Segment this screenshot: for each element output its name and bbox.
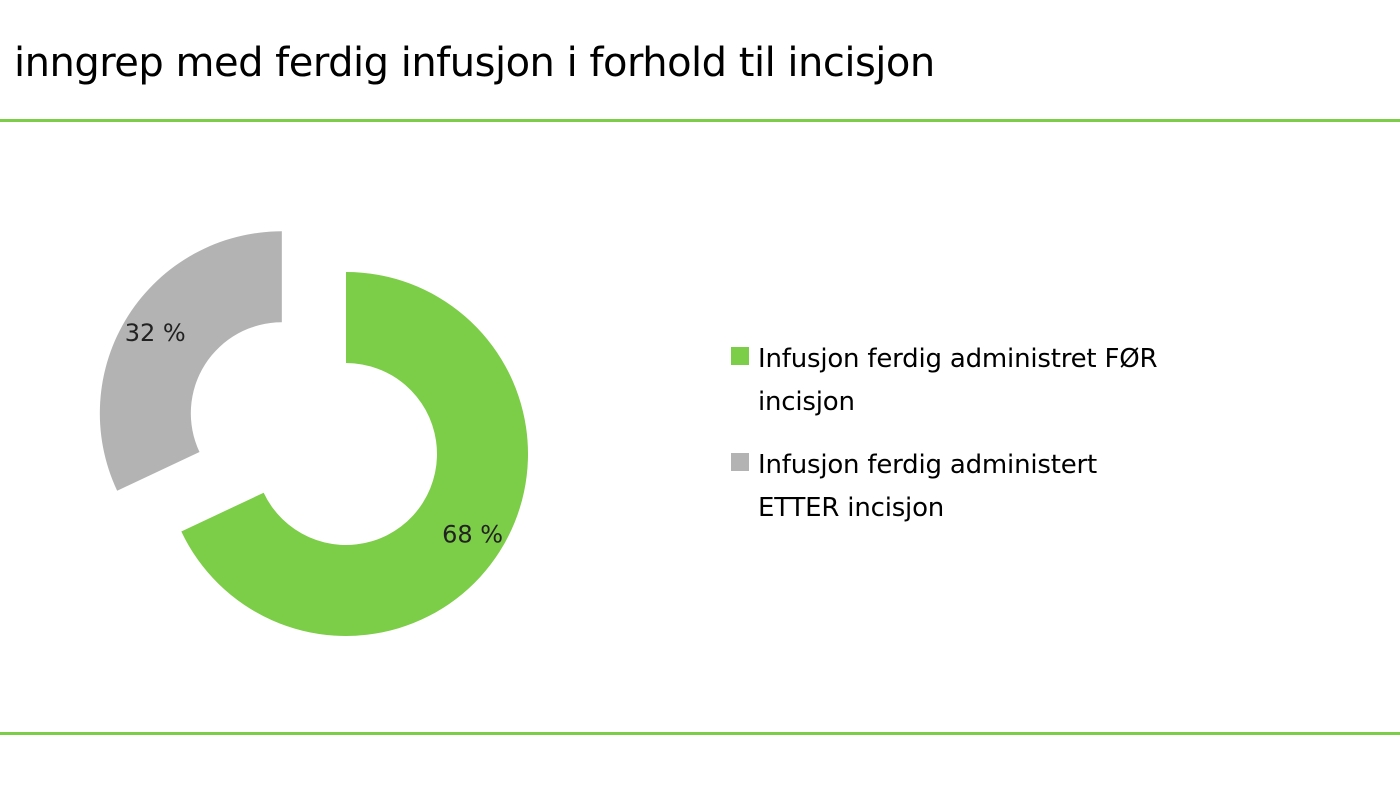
legend-swatch-for-incisjon	[731, 347, 749, 365]
chart-legend: Infusjon ferdig administret FØR incisjon…	[731, 338, 1158, 550]
slide-title: inngrep med ferdig infusjon i forhold ti…	[14, 40, 935, 86]
legend-label-for-incisjon: Infusjon ferdig administret FØR incisjon	[758, 344, 1158, 417]
legend-item-etter-incisjon: Infusjon ferdig administert ETTER incisj…	[731, 444, 1158, 530]
slice-label-etter-incisjon: 32 %	[125, 319, 186, 347]
slice-etter-incisjon	[99, 231, 282, 491]
slice-for-incisjon	[181, 272, 529, 636]
legend-label-etter-incisjon: Infusjon ferdig administert ETTER incisj…	[758, 450, 1097, 523]
slice-label-for-incisjon: 68 %	[442, 520, 503, 548]
legend-item-for-incisjon: Infusjon ferdig administret FØR incisjon	[731, 338, 1158, 424]
donut-chart: 68 % 32 %	[99, 231, 529, 636]
legend-swatch-etter-incisjon	[731, 453, 749, 471]
top-divider	[0, 119, 1400, 122]
bottom-divider	[0, 732, 1400, 735]
